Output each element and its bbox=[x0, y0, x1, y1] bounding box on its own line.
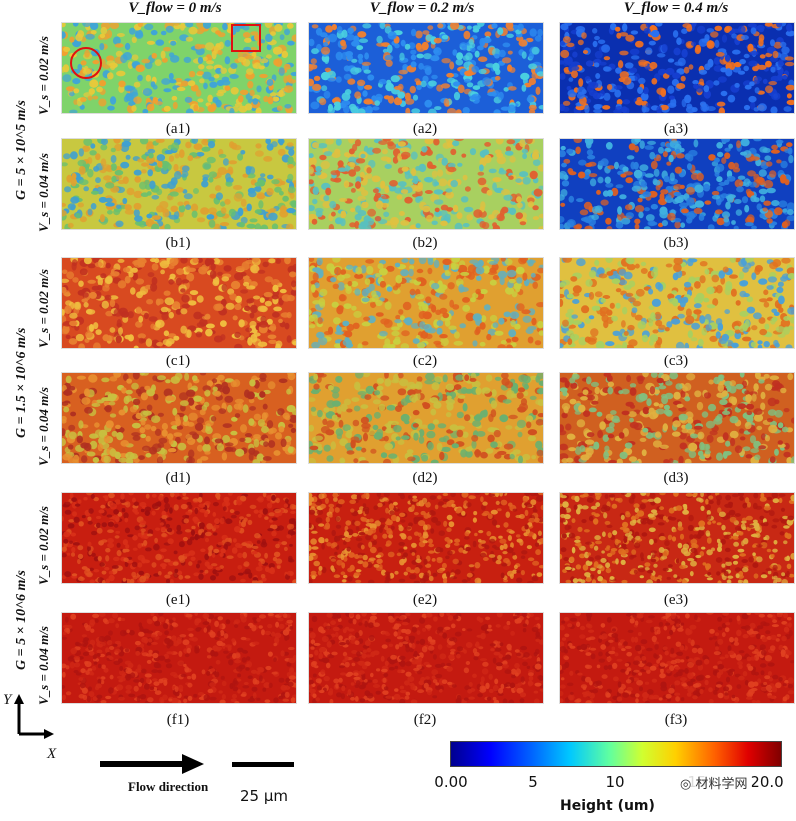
panel-label: (e3) bbox=[663, 592, 689, 608]
vs-label-row-e: V_s = 0.02 m/s bbox=[36, 506, 51, 585]
microstructure-panel-f1 bbox=[61, 612, 297, 704]
wechat-icon: ◎ bbox=[680, 777, 692, 792]
microstructure-panel-f3 bbox=[559, 612, 795, 704]
microstructure-panel-c2 bbox=[308, 257, 544, 349]
vs-label-row-c: V_s = 0.02 m/s bbox=[36, 269, 51, 348]
panel-label: (b1) bbox=[165, 235, 191, 251]
panel-label: (e2) bbox=[412, 592, 438, 608]
colorbar-tick: 0.00 bbox=[434, 773, 468, 791]
column-header-vflow-0.4: V_flow = 0.4 m/s bbox=[623, 0, 729, 16]
microstructure-panel-e1 bbox=[61, 492, 297, 584]
panel-label: (c2) bbox=[412, 353, 438, 369]
panel-label: (f1) bbox=[166, 712, 190, 728]
colorbar-tick: 5 bbox=[528, 773, 538, 791]
panel-label: (b2) bbox=[412, 235, 438, 251]
microstructure-panel-a1 bbox=[61, 22, 297, 114]
microstructure-panel-d1 bbox=[61, 372, 297, 464]
highlight-square bbox=[231, 24, 261, 52]
panel-label: (d1) bbox=[165, 470, 191, 486]
microstructure-panel-d3 bbox=[559, 372, 795, 464]
flow-direction-label: Flow direction bbox=[128, 779, 209, 794]
axis-arrows-icon bbox=[14, 694, 54, 739]
column-header-vflow-0: V_flow = 0 m/s bbox=[128, 0, 222, 16]
microstructure-panel-b1 bbox=[61, 138, 297, 230]
microstructure-panel-f2 bbox=[308, 612, 544, 704]
scale-bar bbox=[232, 762, 294, 767]
axis-y-label: Y bbox=[3, 692, 12, 708]
microstructure-panel-d2 bbox=[308, 372, 544, 464]
microstructure-panel-a2 bbox=[308, 22, 544, 114]
column-header-vflow-0.2: V_flow = 0.2 m/s bbox=[369, 0, 475, 16]
row-group-label-g3: G = 5 × 10^6 m/s bbox=[14, 570, 29, 670]
panel-label: (f2) bbox=[413, 712, 437, 728]
microstructure-panel-b3 bbox=[559, 138, 795, 230]
microstructure-panel-e2 bbox=[308, 492, 544, 584]
axis-x-label: X bbox=[47, 746, 57, 762]
colorbar-tick: 10 bbox=[605, 773, 625, 791]
microstructure-panel-c3 bbox=[559, 257, 795, 349]
highlight-circle bbox=[70, 47, 102, 79]
panel-label: (a3) bbox=[663, 121, 689, 137]
colorbar-title: Height (um) bbox=[560, 798, 655, 814]
scale-bar-label: 25 μm bbox=[240, 787, 289, 805]
row-group-label-g2: G = 1.5 × 10^6 m/s bbox=[14, 327, 29, 438]
panel-label: (c3) bbox=[663, 353, 689, 369]
watermark: ◎ 材料学网 bbox=[676, 772, 752, 793]
panel-label: (b3) bbox=[663, 235, 689, 251]
microstructure-panel-e3 bbox=[559, 492, 795, 584]
panel-label: (a1) bbox=[165, 121, 191, 137]
vs-label-row-a: V_s = 0.02 m/s bbox=[36, 36, 51, 115]
watermark-text: 材料学网 bbox=[695, 777, 748, 792]
microstructure-panel-c1 bbox=[61, 257, 297, 349]
microstructure-panel-b2 bbox=[308, 138, 544, 230]
panel-label: (a2) bbox=[412, 121, 438, 137]
microstructure-panel-a3 bbox=[559, 22, 795, 114]
vs-label-row-b: V_s = 0.04 m/s bbox=[36, 153, 51, 232]
row-group-label-g1: G = 5 × 10^5 m/s bbox=[14, 100, 29, 200]
flow-direction-arrow-icon bbox=[100, 754, 204, 774]
vs-label-row-d: V_s = 0.04 m/s bbox=[36, 387, 51, 466]
panel-label: (c1) bbox=[165, 353, 191, 369]
panel-label: (d2) bbox=[412, 470, 438, 486]
colorbar-tick: 20.0 bbox=[750, 773, 784, 791]
panel-label: (d3) bbox=[663, 470, 689, 486]
panel-label: (f3) bbox=[664, 712, 688, 728]
panel-label: (e1) bbox=[165, 592, 191, 608]
colorbar bbox=[450, 741, 782, 767]
